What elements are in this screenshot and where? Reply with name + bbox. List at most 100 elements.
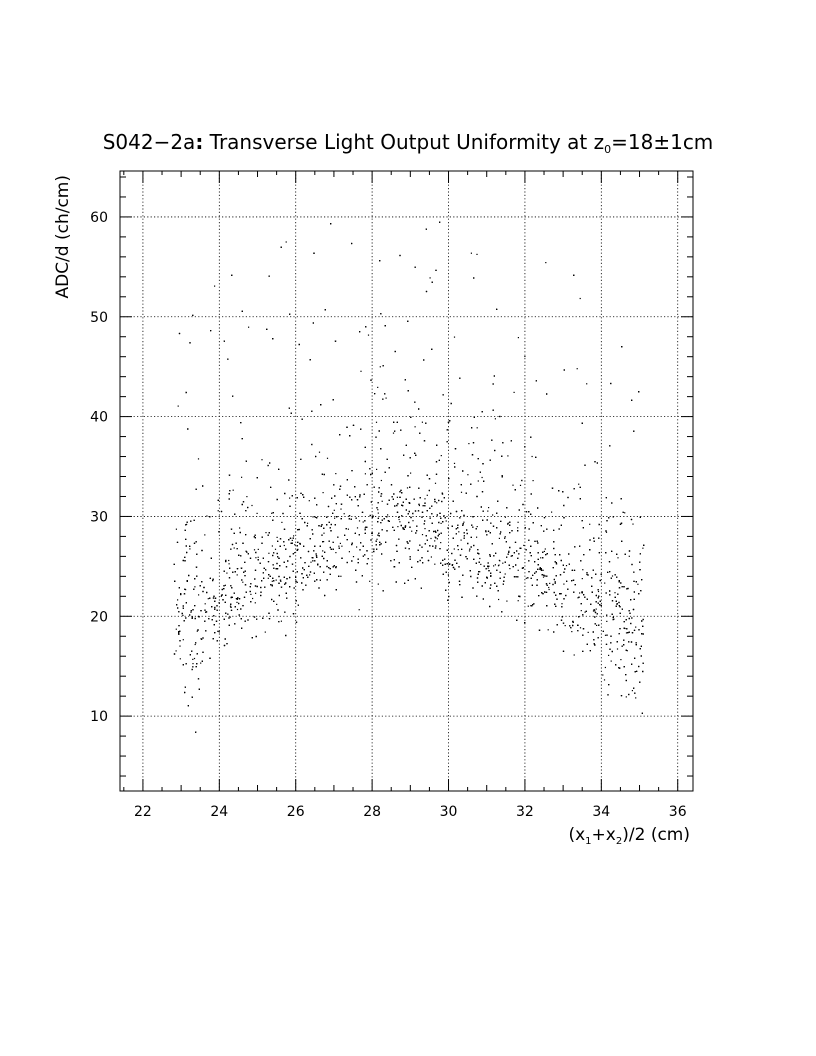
data-point xyxy=(517,521,519,523)
data-point xyxy=(380,493,383,495)
data-point xyxy=(316,504,318,506)
data-point xyxy=(457,524,459,526)
data-point xyxy=(227,613,229,615)
data-point xyxy=(414,578,416,580)
data-point xyxy=(586,598,588,600)
data-point xyxy=(250,601,252,603)
data-point xyxy=(502,442,504,444)
data-point xyxy=(276,603,278,605)
data-point xyxy=(253,616,256,618)
data-point xyxy=(241,627,243,629)
data-point xyxy=(186,580,188,582)
data-point xyxy=(204,603,206,605)
data-point xyxy=(530,436,532,438)
data-point xyxy=(633,687,635,689)
data-point xyxy=(470,546,472,548)
data-point xyxy=(414,510,417,512)
data-point xyxy=(377,386,379,388)
data-point xyxy=(618,580,620,582)
data-point xyxy=(318,525,320,527)
data-point xyxy=(434,482,437,484)
data-point xyxy=(599,579,601,582)
data-point xyxy=(579,297,581,300)
data-point xyxy=(517,337,519,339)
data-point xyxy=(555,563,558,565)
data-point xyxy=(595,608,597,610)
data-point xyxy=(498,537,500,539)
data-point xyxy=(348,515,351,517)
data-point xyxy=(236,608,239,611)
data-point xyxy=(624,512,626,514)
data-point xyxy=(381,519,383,521)
data-point xyxy=(584,596,586,598)
data-point xyxy=(439,548,441,550)
data-point xyxy=(543,530,545,532)
data-point xyxy=(502,583,504,585)
data-point xyxy=(234,623,236,625)
data-point xyxy=(246,551,248,553)
data-point xyxy=(326,516,328,518)
data-point xyxy=(500,520,502,522)
data-point xyxy=(357,562,359,564)
data-point xyxy=(213,595,215,597)
data-point xyxy=(265,569,267,571)
data-point xyxy=(426,494,428,496)
data-point xyxy=(494,418,496,420)
data-point xyxy=(185,663,187,665)
data-point xyxy=(315,553,317,555)
data-point xyxy=(421,546,423,548)
data-point xyxy=(284,492,286,495)
data-point xyxy=(605,592,607,594)
data-point xyxy=(277,540,279,542)
data-point xyxy=(582,614,584,616)
data-point xyxy=(427,559,430,562)
data-point xyxy=(546,575,548,577)
data-point xyxy=(439,512,441,514)
data-point xyxy=(395,544,398,547)
data-point xyxy=(309,538,311,540)
data-point xyxy=(299,512,301,514)
data-point xyxy=(479,557,481,560)
data-point xyxy=(375,421,378,423)
data-point xyxy=(597,602,599,604)
data-point xyxy=(476,526,478,528)
data-point xyxy=(630,599,632,601)
data-point xyxy=(330,523,332,526)
data-point xyxy=(179,658,181,660)
data-point xyxy=(245,550,247,552)
data-point xyxy=(403,454,405,456)
data-point xyxy=(635,644,637,646)
data-point xyxy=(609,445,611,447)
data-point xyxy=(493,565,495,567)
data-point xyxy=(620,659,622,661)
data-point xyxy=(289,576,291,579)
data-point xyxy=(407,542,409,544)
data-point xyxy=(537,507,539,509)
data-point xyxy=(194,643,196,646)
data-point xyxy=(418,487,420,489)
data-point xyxy=(612,516,614,518)
data-point xyxy=(538,629,541,631)
data-point xyxy=(282,512,284,515)
data-point xyxy=(301,518,303,520)
data-point xyxy=(279,538,282,540)
data-point xyxy=(233,592,235,594)
data-point xyxy=(196,630,198,632)
data-point xyxy=(472,526,474,528)
data-point xyxy=(276,562,278,565)
data-point xyxy=(216,609,218,611)
data-point xyxy=(358,609,360,611)
data-point xyxy=(334,524,336,526)
data-point xyxy=(240,555,242,557)
data-point xyxy=(443,515,445,517)
data-point xyxy=(236,574,238,576)
data-point xyxy=(637,583,639,585)
data-point xyxy=(268,275,270,277)
data-point xyxy=(561,606,563,608)
data-point xyxy=(451,552,453,555)
data-point xyxy=(252,597,254,600)
data-point xyxy=(553,529,555,531)
data-point xyxy=(272,519,274,521)
data-point xyxy=(178,631,180,633)
data-point xyxy=(316,517,318,519)
